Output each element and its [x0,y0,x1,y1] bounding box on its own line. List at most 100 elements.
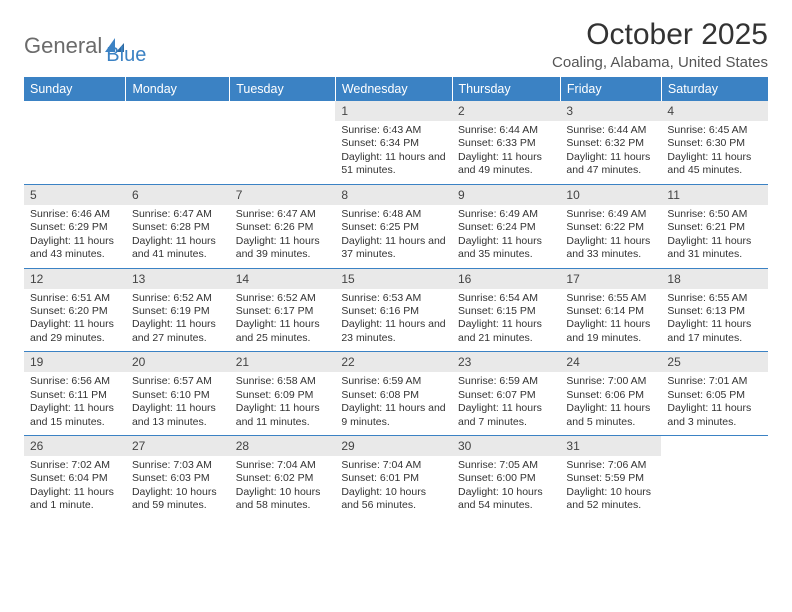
sunset-text: Sunset: 6:21 PM [667,221,762,234]
day-number: 11 [661,184,768,205]
day-cell: Sunrise: 6:51 AMSunset: 6:20 PMDaylight:… [24,289,126,352]
day-cell: Sunrise: 7:04 AMSunset: 6:02 PMDaylight:… [230,456,336,519]
day-body-row: Sunrise: 6:46 AMSunset: 6:29 PM Daylight:… [24,205,768,268]
sunset-text: Sunset: 6:29 PM [30,221,120,234]
day-cell: Sunrise: 7:06 AMSunset: 5:59 PMDaylight:… [560,456,661,519]
day-cell: Sunrise: 6:44 AMSunset: 6:33 PMDaylight:… [452,121,560,184]
day-body-row: Sunrise: 7:02 AMSunset: 6:04 PMDaylight:… [24,456,768,519]
daylight-text: Daylight: 11 hours and 41 minutes. [132,235,224,262]
day-number: 2 [452,101,560,121]
sunset-text: Sunset: 6:26 PM [236,221,330,234]
day-cell: Sunrise: 6:47 AMSunset: 6:26 PMDaylight:… [230,205,336,268]
day-number: 31 [560,436,661,457]
daylight-text: Daylight: 11 hours and 3 minutes. [667,402,762,429]
daylight-text: Daylight: 11 hours and 27 minutes. [132,318,224,345]
dow-saturday: Saturday [661,77,768,101]
day-number: 3 [560,101,661,121]
location: Coaling, Alabama, United States [552,54,768,71]
day-number: 10 [560,184,661,205]
sunset-text: Sunset: 6:28 PM [132,221,224,234]
day-cell [230,121,336,184]
daylight-text: Daylight: 11 hours and 19 minutes. [566,318,655,345]
sunrise-text: Sunrise: 6:58 AM [236,375,330,388]
logo: General Blue [24,18,146,67]
day-body-row: Sunrise: 6:51 AMSunset: 6:20 PMDaylight:… [24,289,768,352]
sunset-text: Sunset: 6:05 PM [667,389,762,402]
sunset-text: Sunset: 6:15 PM [458,305,554,318]
sunrise-text: Sunrise: 6:54 AM [458,292,554,305]
day-cell: Sunrise: 6:53 AMSunset: 6:16 PMDaylight:… [335,289,452,352]
sunset-text: Sunset: 6:22 PM [566,221,655,234]
daylight-text: Daylight: 10 hours and 54 minutes. [458,486,554,513]
day-cell: Sunrise: 6:59 AMSunset: 6:08 PMDaylight:… [335,372,452,435]
day-number: 7 [230,184,336,205]
day-cell: Sunrise: 7:04 AMSunset: 6:01 PMDaylight:… [335,456,452,519]
sunrise-text: Sunrise: 6:59 AM [341,375,446,388]
day-cell: Sunrise: 6:49 AMSunset: 6:24 PMDaylight:… [452,205,560,268]
sunset-text: Sunset: 6:00 PM [458,472,554,485]
sunrise-text: Sunrise: 7:04 AM [236,459,330,472]
sunrise-text: Sunrise: 6:46 AM [30,208,120,221]
sunrise-text: Sunrise: 7:00 AM [566,375,655,388]
day-cell: Sunrise: 6:59 AMSunset: 6:07 PMDaylight:… [452,372,560,435]
day-cell: Sunrise: 6:47 AMSunset: 6:28 PMDaylight:… [126,205,230,268]
day-cell: Sunrise: 6:55 AMSunset: 6:13 PMDaylight:… [661,289,768,352]
sunrise-text: Sunrise: 6:59 AM [458,375,554,388]
daylight-text: Daylight: 11 hours and 51 minutes. [341,151,446,178]
day-cell: Sunrise: 6:46 AMSunset: 6:29 PMDaylight:… [24,205,126,268]
sunrise-text: Sunrise: 7:06 AM [566,459,655,472]
day-number [126,101,230,121]
sunset-text: Sunset: 6:33 PM [458,137,554,150]
day-number: 1 [335,101,452,121]
sunrise-text: Sunrise: 6:53 AM [341,292,446,305]
sunset-text: Sunset: 6:07 PM [458,389,554,402]
daylight-text: Daylight: 11 hours and 47 minutes. [566,151,655,178]
daylight-text: Daylight: 11 hours and 21 minutes. [458,318,554,345]
day-number: 28 [230,436,336,457]
sunset-text: Sunset: 6:30 PM [667,137,762,150]
sunset-text: Sunset: 6:34 PM [341,137,446,150]
day-cell [126,121,230,184]
sunset-text: Sunset: 6:11 PM [30,389,120,402]
sunset-text: Sunset: 6:16 PM [341,305,446,318]
day-number: 19 [24,352,126,373]
day-cell: Sunrise: 6:52 AMSunset: 6:17 PMDaylight:… [230,289,336,352]
day-number-row: 12131415161718 [24,268,768,289]
day-number: 8 [335,184,452,205]
day-number: 27 [126,436,230,457]
sunrise-text: Sunrise: 6:43 AM [341,124,446,137]
day-number: 26 [24,436,126,457]
sunrise-text: Sunrise: 7:01 AM [667,375,762,388]
sunrise-text: Sunrise: 7:05 AM [458,459,554,472]
sunset-text: Sunset: 6:24 PM [458,221,554,234]
day-body-row: Sunrise: 6:43 AMSunset: 6:34 PMDaylight:… [24,121,768,184]
day-cell [24,121,126,184]
day-number [661,436,768,457]
daylight-text: Daylight: 11 hours and 49 minutes. [458,151,554,178]
day-number: 12 [24,268,126,289]
sunset-text: Sunset: 6:13 PM [667,305,762,318]
sunrise-text: Sunrise: 6:44 AM [566,124,655,137]
day-cell: Sunrise: 6:49 AMSunset: 6:22 PMDaylight:… [560,205,661,268]
daylight-text: Daylight: 11 hours and 39 minutes. [236,235,330,262]
sunset-text: Sunset: 6:01 PM [341,472,446,485]
daylight-text: Daylight: 10 hours and 59 minutes. [132,486,224,513]
sunset-text: Sunset: 6:04 PM [30,472,120,485]
sunrise-text: Sunrise: 6:47 AM [236,208,330,221]
day-number: 5 [24,184,126,205]
dow-friday: Friday [560,77,661,101]
day-number: 4 [661,101,768,121]
day-number: 23 [452,352,560,373]
day-number: 24 [560,352,661,373]
daylight-text: Daylight: 11 hours and 9 minutes. [341,402,446,429]
day-cell: Sunrise: 6:57 AMSunset: 6:10 PMDaylight:… [126,372,230,435]
sunset-text: Sunset: 6:14 PM [566,305,655,318]
sunset-text: Sunset: 6:03 PM [132,472,224,485]
day-cell: Sunrise: 6:55 AMSunset: 6:14 PMDaylight:… [560,289,661,352]
daylight-text: Daylight: 11 hours and 11 minutes. [236,402,330,429]
day-number-row: 567891011 [24,184,768,205]
day-number: 15 [335,268,452,289]
daylight-text: Daylight: 10 hours and 56 minutes. [341,486,446,513]
sunrise-text: Sunrise: 7:03 AM [132,459,224,472]
day-number: 16 [452,268,560,289]
